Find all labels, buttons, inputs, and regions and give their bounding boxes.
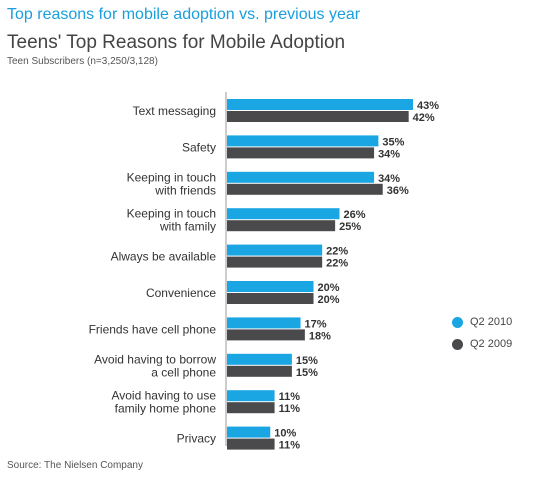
bar-q2-2009: [227, 147, 375, 159]
chart-title: Teens' Top Reasons for Mobile Adoption: [7, 32, 346, 53]
category-label: Text messaging: [133, 104, 216, 118]
category-label: Avoid having to use family home phone: [111, 389, 216, 416]
data-label: 20%: [318, 282, 340, 294]
data-label: 42%: [413, 112, 435, 124]
bar-q2-2009: [227, 365, 292, 377]
bar-q2-2010: [227, 171, 375, 183]
data-label: 11%: [279, 403, 301, 415]
category-label: Privacy: [177, 432, 216, 446]
bar-q2-2010: [227, 281, 314, 292]
data-label: 43%: [417, 100, 439, 112]
bar-q2-2009: [227, 438, 275, 450]
bar-q2-2009: [227, 329, 305, 341]
data-label: 18%: [309, 330, 331, 342]
data-label: 17%: [305, 318, 327, 330]
category-label: Friends have cell phone: [89, 322, 217, 336]
header-top-title: Top reasons for mobile adoption vs. prev…: [7, 6, 361, 23]
legend: Q2 2010 Q2 2009: [452, 313, 512, 357]
bar-q2-2010: [227, 317, 301, 329]
bar-q2-2009: [227, 220, 336, 232]
data-label: 22%: [326, 246, 348, 258]
data-label: 15%: [296, 355, 318, 367]
legend-swatch-q2-2010: [452, 316, 463, 328]
bar-q2-2009: [227, 256, 323, 268]
data-label: 36%: [387, 185, 409, 197]
bar-q2-2010: [227, 208, 340, 220]
source-note: Source: The Nielsen Company: [7, 460, 143, 471]
data-label: 25%: [339, 221, 361, 233]
bar-q2-2009: [227, 111, 409, 122]
legend-label-q2-2009: Q2 2009: [470, 338, 513, 350]
bar-q2-2010: [227, 390, 275, 402]
bar-q2-2010: [227, 99, 413, 110]
data-label: 10%: [274, 428, 296, 440]
category-label: Avoid having to borrow a cell phone: [94, 352, 216, 379]
category-label: Always be available: [111, 250, 217, 264]
bar-q2-2009: [227, 293, 314, 304]
category-label: Keeping in touch with friends: [127, 170, 216, 197]
bar-q2-2010: [227, 353, 292, 365]
data-label: 34%: [378, 148, 400, 160]
bar-q2-2010: [227, 426, 271, 438]
legend-label-q2-2010: Q2 2010: [470, 316, 513, 328]
bar-q2-2010: [227, 244, 323, 256]
category-label: Keeping in touch with family: [127, 207, 216, 234]
data-label: 22%: [326, 258, 348, 270]
bar-q2-2010: [227, 135, 379, 147]
data-label: 35%: [382, 136, 404, 148]
data-label: 11%: [279, 440, 301, 452]
bar-q2-2009: [227, 402, 275, 414]
legend-item-q2-2009: Q2 2009: [452, 335, 512, 353]
category-label: Safety: [182, 140, 216, 154]
data-label: 26%: [343, 209, 365, 221]
legend-swatch-q2-2009: [452, 338, 463, 350]
data-label: 11%: [279, 391, 301, 403]
data-label: 34%: [378, 173, 400, 185]
bar-q2-2009: [227, 183, 383, 195]
chart-subtitle: Teen Subscribers (n=3,250/3,128): [7, 56, 158, 67]
data-label: 20%: [318, 294, 340, 306]
category-label: Convenience: [146, 286, 216, 300]
data-label: 15%: [296, 367, 318, 379]
legend-item-q2-2010: Q2 2010: [452, 313, 512, 331]
